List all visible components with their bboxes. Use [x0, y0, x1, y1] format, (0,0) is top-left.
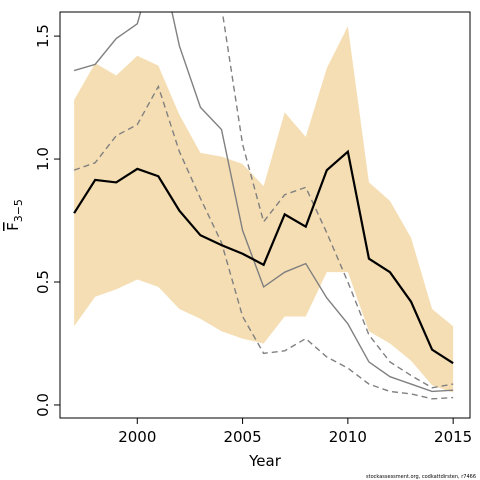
y-tick-label: 1.0 — [34, 147, 52, 171]
x-tick-label: 2005 — [223, 428, 261, 446]
series-line — [221, 12, 454, 389]
y-axis-label-text: F3−5 — [4, 199, 25, 231]
y-tick-label: 0.0 — [34, 393, 52, 417]
y-label-sub: 3−5 — [12, 199, 25, 222]
y-tick-label: 1.5 — [34, 24, 52, 48]
x-tick-label: 2015 — [434, 428, 472, 446]
x-tick-label: 2010 — [329, 428, 367, 446]
confidence-band — [74, 26, 454, 393]
series-line — [73, 84, 454, 400]
footer: stockassessment.org, codkattdirsten, r74… — [366, 474, 476, 480]
series-line — [73, 12, 454, 393]
series-line — [73, 149, 454, 365]
plot-area — [73, 12, 454, 400]
plot-frame — [59, 11, 471, 419]
x-axis-label: Year — [248, 452, 282, 470]
y-axis-label: F3−5 — [4, 199, 25, 231]
y-label-main: F — [4, 222, 22, 231]
y-tick-label: 0.5 — [34, 270, 52, 294]
x-tick-label: 2000 — [118, 428, 156, 446]
